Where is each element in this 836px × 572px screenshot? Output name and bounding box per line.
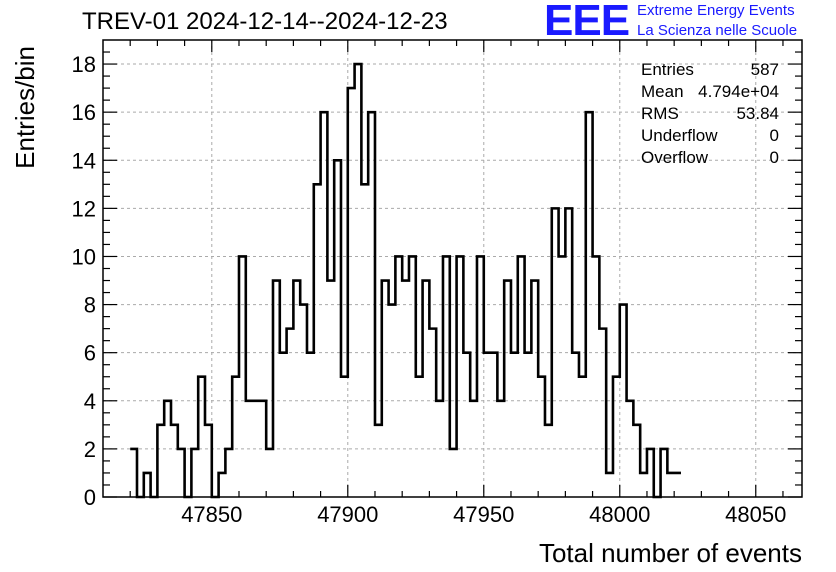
y-tick-label: 16 [72, 100, 96, 125]
stats-box: Entries 587 Mean 4.794e+04 RMS 53.84 Und… [641, 60, 779, 170]
stats-row-mean: Mean 4.794e+04 [641, 82, 779, 104]
x-axis: 47850 47900 47950 48000 48050 [129, 40, 786, 527]
y-tick-label: 12 [72, 196, 96, 221]
stats-key: Underflow [641, 126, 718, 145]
stats-row-underflow: Underflow 0 [641, 126, 779, 148]
chart-title: TREV-01 2024-12-14--2024-12-23 [82, 8, 448, 35]
histogram-series [130, 62, 681, 499]
stats-value: 53.84 [736, 104, 779, 123]
stats-row-rms: RMS 53.84 [641, 104, 779, 126]
y-tick-label: 6 [84, 341, 96, 366]
stats-key: Entries [641, 60, 694, 79]
y-tick-label: 2 [84, 437, 96, 462]
stats-value: 0 [769, 148, 779, 167]
stats-row-overflow: Overflow 0 [641, 148, 779, 170]
stats-value: 0 [769, 126, 779, 145]
x-axis-label: Total number of events [539, 538, 802, 568]
grid-lines [103, 40, 802, 497]
x-tick-label: 48050 [725, 502, 786, 527]
x-tick-label: 48000 [589, 502, 650, 527]
eee-logo: EEE [544, 0, 630, 45]
x-tick-label: 47900 [317, 502, 378, 527]
stats-value: 587 [750, 60, 779, 79]
stats-key: Overflow [641, 148, 709, 167]
y-tick-label: 14 [72, 148, 96, 173]
y-tick-label: 8 [84, 293, 96, 318]
stats-value: 4.794e+04 [698, 82, 779, 101]
stats-row-entries: Entries 587 [641, 60, 779, 82]
y-axis-label: Entries/bin [10, 46, 40, 169]
x-tick-label: 47950 [453, 502, 514, 527]
y-tick-label: 18 [72, 52, 96, 77]
y-axis: 0 2 4 6 8 10 12 14 16 18 [72, 51, 802, 510]
y-tick-label: 10 [72, 244, 96, 269]
y-tick-label: 0 [84, 485, 96, 510]
logo-text-line1: Extreme Energy Events [637, 2, 795, 19]
stats-key: Mean [641, 82, 684, 101]
logo-text-line2: La Scienza nelle Scuole [637, 22, 798, 39]
y-tick-label: 4 [84, 389, 96, 414]
stats-key: RMS [641, 104, 679, 123]
x-tick-label: 47850 [181, 502, 242, 527]
